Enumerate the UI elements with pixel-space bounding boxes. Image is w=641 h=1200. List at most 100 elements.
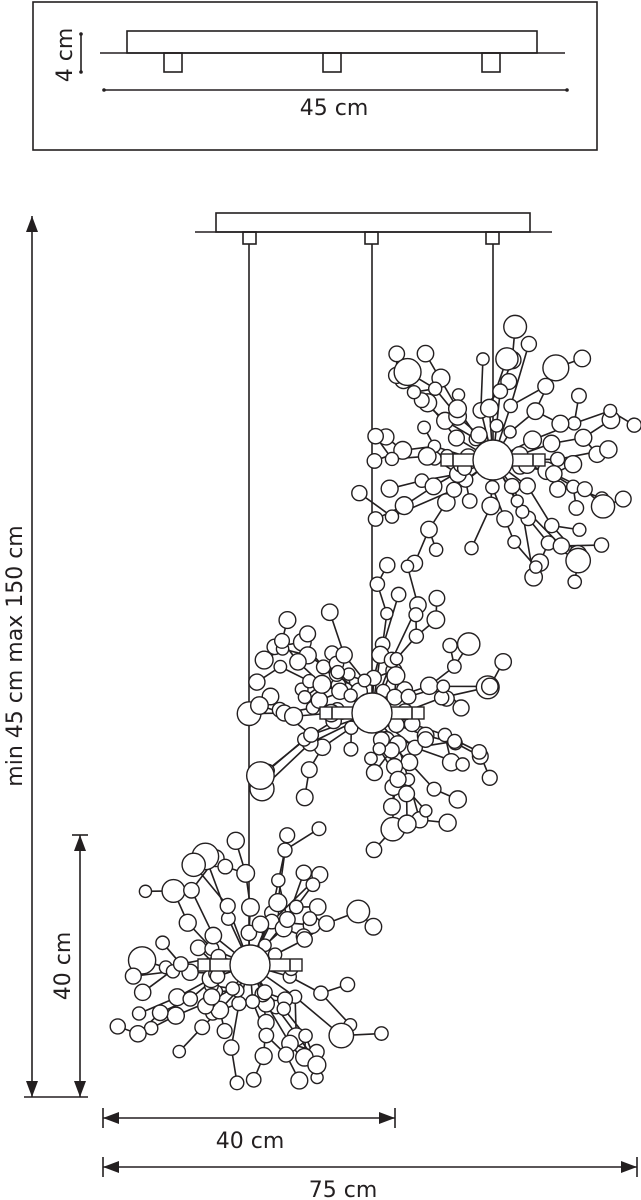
crystal-bead [109, 1018, 126, 1035]
crystal-bead [307, 1055, 327, 1075]
crystal-bead [503, 425, 517, 439]
crystal-bead [389, 651, 404, 666]
crystal-bead [480, 677, 499, 696]
crystal-cluster-shade [236, 556, 513, 859]
crystal-bead [303, 726, 320, 743]
crystal-bead [296, 931, 313, 948]
crystal-bead [372, 742, 387, 756]
crystal-bead [503, 314, 528, 339]
crystal-bead [503, 477, 521, 495]
crystal-bead [343, 688, 358, 703]
crystal-bead [367, 427, 384, 445]
crystal-bead [417, 420, 432, 435]
crystal-bead [364, 751, 378, 766]
crystal-bead [133, 983, 152, 1002]
crystal-bead [393, 440, 413, 460]
crystal-bead [424, 477, 443, 496]
crystal-bead [166, 1006, 186, 1025]
crystal-bead [543, 517, 560, 534]
crystal-bead [452, 699, 470, 717]
crystal-bead [393, 357, 422, 387]
crystal-bead [245, 1071, 262, 1088]
crystal-bead [290, 1071, 309, 1090]
crystal-bead [268, 893, 288, 913]
crystal-bead [481, 496, 501, 516]
crystal-bead [131, 1006, 147, 1021]
crystal-bead [427, 381, 443, 396]
crystal-bead [470, 426, 488, 444]
crystal-bead [614, 490, 632, 508]
crystal-bead [245, 994, 261, 1010]
crystal-bead [495, 347, 519, 371]
crystal-bead [551, 414, 570, 433]
crystal-bead [428, 589, 446, 607]
main-canopy-socket [485, 231, 500, 245]
crystal-bead [138, 884, 153, 899]
crystal-bead [436, 679, 451, 694]
crystal-bead [335, 646, 353, 664]
crystal-bead [397, 814, 417, 834]
crystal-bead [178, 913, 197, 932]
crystal-bead [258, 1027, 275, 1044]
crystal-bead [240, 897, 260, 917]
center-bulb [351, 692, 393, 734]
crystal-bead [394, 496, 414, 516]
crystal-bead [315, 659, 332, 675]
crystal-bead [343, 741, 359, 757]
crystal-bead [576, 481, 593, 498]
crystal-bead [302, 911, 318, 927]
crystal-bead [542, 434, 561, 453]
crystal-bead [225, 981, 241, 996]
crystal-bead [312, 674, 332, 694]
crystal-bead [552, 537, 571, 555]
crystal-bead [400, 688, 417, 705]
canopy-socket [163, 52, 183, 73]
crystal-bead [300, 761, 318, 779]
crystal-bead [124, 967, 142, 985]
crystal-bead [172, 956, 189, 973]
crystal-bead [446, 733, 463, 749]
crystal-bead [231, 995, 247, 1012]
crystal-bead [217, 858, 234, 875]
crystal-bead [320, 603, 339, 622]
main-canopy-socket [364, 231, 379, 245]
crystal-bead [492, 383, 509, 400]
crystal-bead [277, 842, 293, 858]
crystal-bead [308, 898, 327, 916]
crystal-bead [313, 985, 329, 1002]
crystal-bead [489, 418, 504, 433]
crystal-bead [563, 454, 583, 474]
crystal-bead [226, 831, 246, 851]
crystal-bead [194, 1019, 211, 1036]
crystal-bead [222, 1039, 240, 1056]
total-width-label: 75 cm [309, 1178, 378, 1200]
crystal-bead [572, 522, 587, 537]
crystal-bead [351, 484, 368, 502]
crystal-bead [568, 499, 585, 516]
crystal-bead [426, 610, 446, 630]
crystal-bead [127, 946, 157, 975]
crystal-bead [151, 1004, 169, 1022]
crystal-bead [526, 402, 545, 421]
crystal-bead [369, 576, 386, 593]
crystal-bead [277, 1046, 295, 1063]
main-canopy-socket [242, 231, 257, 245]
main-view: min 45 cm max 150 cm 40 cm 40 cm 75 cm [3, 212, 641, 1200]
crystal-bead [380, 479, 399, 498]
crystal-bead [479, 398, 499, 418]
crystal-bead [522, 430, 543, 450]
crystal-bead [503, 398, 519, 414]
crystal-bead [182, 991, 199, 1007]
crystal-bead [442, 637, 458, 654]
crystal-bead [406, 384, 422, 400]
crystal-bead [251, 915, 270, 934]
crystal-bead [298, 1028, 313, 1044]
crystal-bead [419, 804, 433, 818]
crystal-bead [357, 673, 372, 688]
crystal-bead [485, 479, 500, 495]
crystal-bead [461, 493, 478, 509]
crystal-bead [447, 399, 468, 419]
crystal-bead [593, 537, 610, 553]
crystal-bead [456, 632, 481, 656]
crystal-bead [295, 788, 314, 807]
